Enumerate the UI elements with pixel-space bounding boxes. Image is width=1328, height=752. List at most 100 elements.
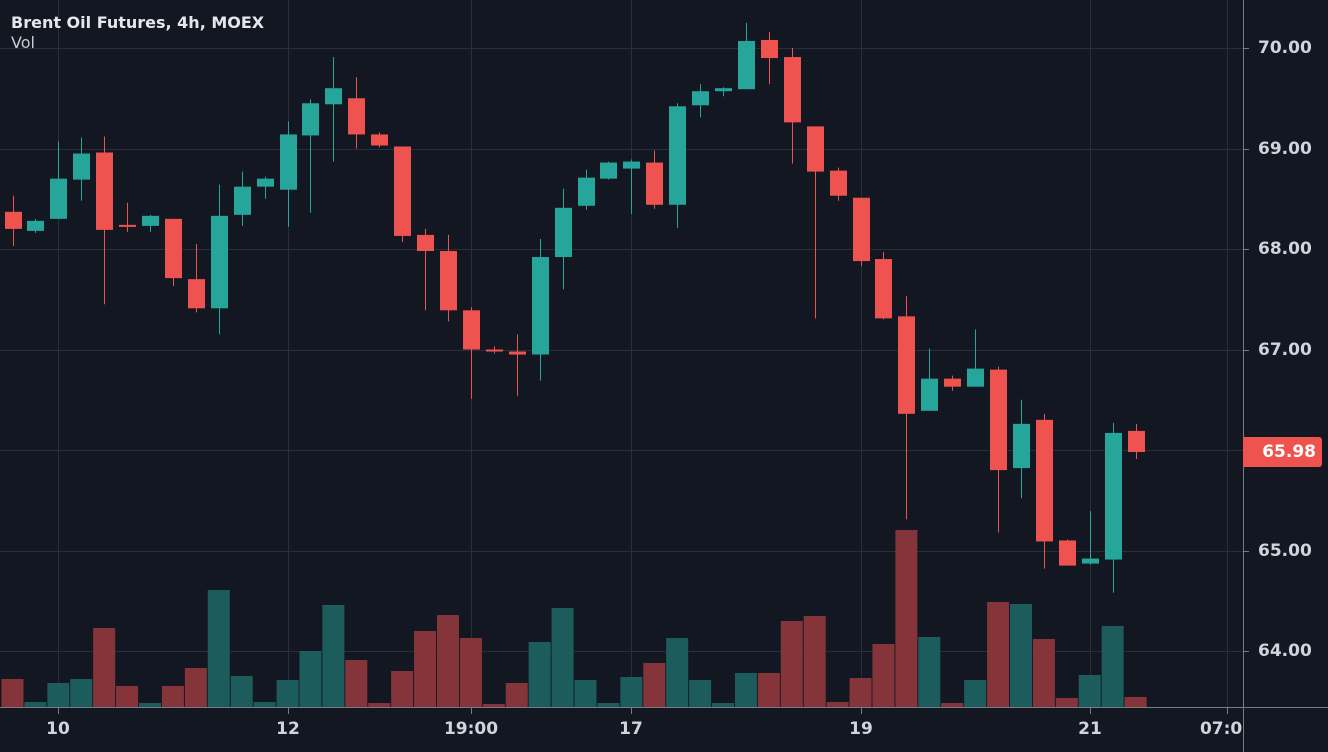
volume-bar <box>505 683 528 707</box>
candle-down <box>96 152 113 230</box>
candle-up <box>600 162 617 179</box>
volume-bar <box>139 703 162 707</box>
candle-up <box>1013 423 1030 469</box>
volume-bar <box>24 702 47 707</box>
price-tick-label: 70.00 <box>1258 38 1312 58</box>
time-tick-label: 19:00 <box>443 719 499 739</box>
volume-bar <box>597 703 620 707</box>
volume-bar <box>941 703 964 707</box>
candle-up <box>1105 432 1122 560</box>
price-tick-label: 68.00 <box>1258 239 1312 259</box>
volume-bar <box>643 663 666 707</box>
volume-bar <box>872 644 895 707</box>
candle-down <box>5 211 22 229</box>
last-price-value: 65.98 <box>1262 442 1316 462</box>
volume-bar <box>391 671 414 707</box>
candle-up <box>715 88 732 92</box>
volume-bar <box>689 680 712 707</box>
volume-bar <box>47 683 70 707</box>
candle-up <box>50 178 67 219</box>
time-tick-label: 17 <box>619 719 643 739</box>
candle-up <box>73 153 90 180</box>
volume-bar <box>1009 604 1032 707</box>
volume-bar <box>987 602 1010 707</box>
candle-down <box>875 259 892 319</box>
volume-bar <box>93 628 116 707</box>
volume-bar <box>207 590 230 707</box>
volume-bar <box>1032 639 1055 707</box>
volume-bar <box>757 673 780 707</box>
candle-up <box>623 161 640 169</box>
time-tick-label: 10 <box>46 719 70 739</box>
volume-bar <box>574 680 597 707</box>
candle-down <box>807 126 824 172</box>
volume-bar <box>712 703 735 707</box>
candle-up <box>280 134 297 190</box>
volume-bar <box>253 702 276 707</box>
candle-up <box>738 40 755 90</box>
volume-bar <box>414 631 437 707</box>
volume-bar <box>528 642 551 707</box>
volume-bar <box>620 677 643 707</box>
volume-bar <box>230 676 253 707</box>
candle-down <box>188 279 205 309</box>
volume-bar <box>551 608 574 707</box>
candle-up <box>211 215 228 309</box>
volume-bar <box>70 679 93 707</box>
candle-down <box>853 197 870 262</box>
candle-down <box>898 316 915 414</box>
candle-down <box>417 234 434 252</box>
volume-bar <box>803 616 826 707</box>
chart-legend: Brent Oil Futures, 4h, MOEX Vol <box>11 12 264 52</box>
candle-down <box>1059 540 1076 566</box>
candle-down <box>486 349 503 352</box>
volume-bar <box>322 605 345 707</box>
candle-down <box>394 146 411 236</box>
price-tick-label: 69.00 <box>1258 138 1312 159</box>
candle-down <box>463 310 480 350</box>
candle-up <box>234 186 251 215</box>
candle-up <box>692 91 709 106</box>
volume-bar <box>734 673 757 707</box>
candle-down <box>784 57 801 123</box>
symbol-title[interactable]: Brent Oil Futures, 4h, MOEX <box>11 13 265 32</box>
time-tick-label: 07:00 <box>1199 719 1243 739</box>
candle-up <box>921 378 938 411</box>
time-axis[interactable]: 10 12 19:00 17 19 21 07:00 <box>0 708 1243 752</box>
volume-bar <box>964 680 987 707</box>
candle-up <box>669 106 686 205</box>
last-price-badge: 65.98 <box>1243 437 1322 467</box>
volume-bar <box>1 679 24 707</box>
volume-bar <box>459 638 482 707</box>
price-tick-label: 67.00 <box>1258 339 1312 360</box>
volume-bar <box>826 702 849 707</box>
time-tick-label: 19 <box>849 719 873 739</box>
volume-bar <box>666 638 689 707</box>
volume-bar <box>161 686 184 707</box>
candle-down <box>440 251 457 311</box>
candle-up <box>27 220 44 231</box>
candle-down <box>944 378 961 387</box>
volume-bar <box>780 621 803 707</box>
candle-down <box>509 351 526 355</box>
price-tick-label: 64.00 <box>1258 641 1312 661</box>
volume-bar <box>299 651 322 707</box>
volume-bar <box>276 680 299 707</box>
candle-up <box>532 257 549 355</box>
volume-indicator-label[interactable]: Vol <box>11 33 35 52</box>
candle-up <box>257 178 274 187</box>
volume-bar <box>895 530 918 707</box>
candle-down <box>119 224 136 227</box>
candle-down <box>371 134 388 146</box>
candle-down <box>990 369 1007 471</box>
volume-bar <box>116 686 139 707</box>
volume-bar <box>1124 697 1147 707</box>
volume-bar <box>345 660 368 707</box>
candle-up <box>578 177 595 206</box>
volume-bar <box>849 678 872 707</box>
volume-bar <box>918 637 941 707</box>
volume-bar <box>482 704 505 707</box>
time-tick-label: 12 <box>276 719 300 739</box>
